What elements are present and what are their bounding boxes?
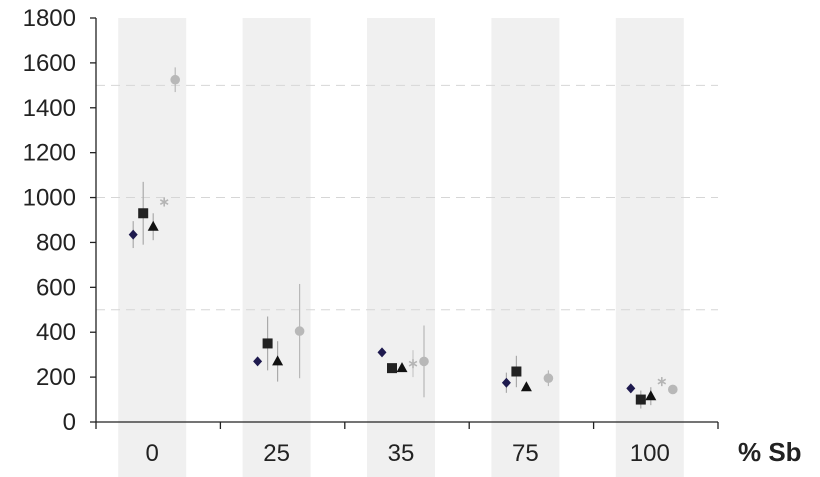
point-triangle-100 [645, 390, 657, 401]
point-diamond-25 [253, 356, 263, 367]
category-band-25 [242, 18, 311, 477]
data-points [128, 74, 678, 405]
point-triangle-0 [147, 220, 159, 231]
x-tick-labels: 0 25 35 75 100 [146, 440, 670, 467]
x-tick-label-0: 0 [146, 440, 159, 467]
point-circle-75 [543, 373, 554, 384]
y-tick-labels: 0 200 400 600 800 1000 1200 1400 1600 1800 [23, 5, 76, 436]
y-tick-label-800: 800 [36, 229, 76, 256]
axes [90, 17, 719, 429]
point-square-75 [511, 366, 522, 377]
y-tick-label-400: 400 [36, 319, 76, 346]
point-square-25 [262, 338, 273, 349]
x-tick-label-100: 100 [630, 440, 670, 467]
y-tick-label-200: 200 [36, 364, 76, 391]
point-asterisk-35 [408, 359, 418, 369]
point-circle-0 [170, 74, 180, 85]
gridlines [96, 84, 718, 311]
x-axis-label: % Sb [738, 437, 802, 467]
y-tick-label-0: 0 [63, 409, 76, 436]
y-tick-label-600: 600 [36, 274, 76, 301]
point-asterisk-100 [657, 377, 667, 387]
y-tick-label-1000: 1000 [23, 185, 76, 212]
point-diamond-0 [128, 229, 138, 240]
category-band-100 [615, 18, 684, 477]
point-diamond-35 [377, 347, 387, 358]
point-asterisk-0 [159, 197, 169, 207]
x-tick-label-35: 35 [388, 440, 415, 467]
category-band-0 [118, 18, 187, 477]
y-tick-label-1800: 1800 [23, 5, 76, 32]
category-band-75 [491, 18, 560, 477]
category-bands [118, 18, 684, 477]
point-diamond-100 [626, 383, 636, 394]
point-triangle-35 [396, 362, 408, 373]
y-tick-label-1400: 1400 [23, 95, 76, 122]
category-band-35 [367, 18, 435, 477]
y-tick-label-1600: 1600 [23, 50, 76, 77]
point-square-100 [635, 394, 646, 405]
x-tick-label-25: 25 [263, 440, 290, 467]
point-square-35 [387, 363, 397, 374]
point-circle-100 [668, 384, 678, 395]
point-diamond-75 [501, 377, 511, 388]
point-triangle-25 [272, 355, 284, 366]
y-tick-label-1200: 1200 [23, 140, 76, 167]
point-circle-35 [419, 356, 429, 367]
point-triangle-75 [520, 381, 532, 392]
point-circle-25 [294, 326, 305, 336]
x-tick-label-75: 75 [512, 440, 539, 467]
point-square-0 [138, 208, 149, 219]
